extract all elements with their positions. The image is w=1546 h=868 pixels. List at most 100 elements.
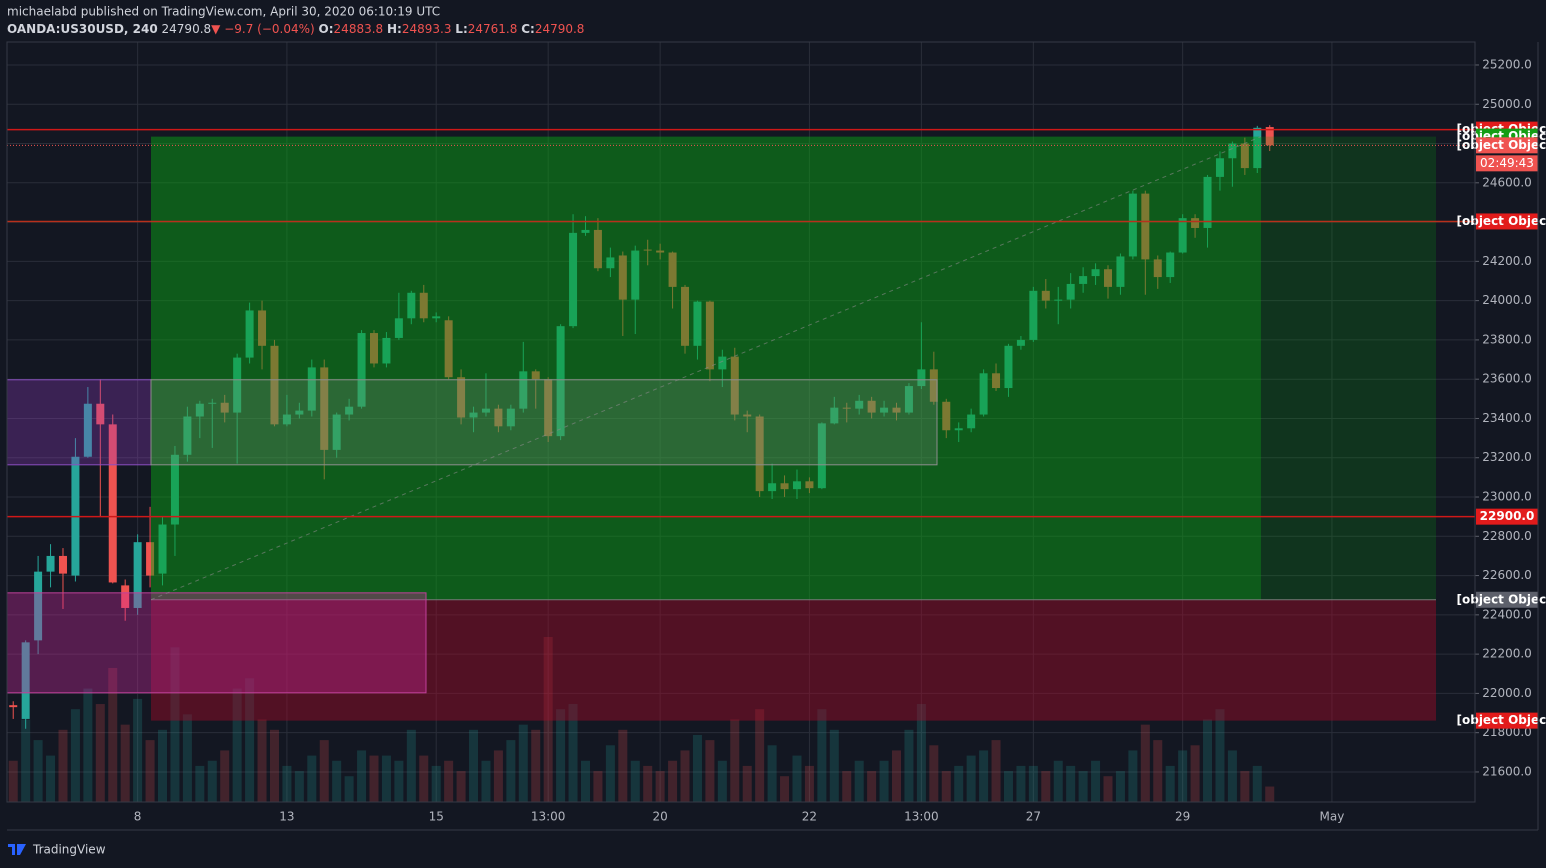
symbol: OANDA:US30USD, 240 — [7, 22, 158, 36]
y-tick-label: 21800.0 — [1482, 725, 1532, 739]
volume-bar — [518, 724, 528, 802]
volume-bar — [1165, 765, 1175, 802]
y-tick-label: 21600.0 — [1482, 764, 1532, 778]
volume-bar — [892, 750, 902, 802]
volume-bar — [1003, 771, 1013, 802]
zone-box — [6, 379, 152, 466]
volume-bar — [605, 745, 615, 802]
target-zone-future — [1261, 136, 1436, 600]
volume-bar — [220, 750, 230, 802]
volume-bar — [680, 750, 690, 802]
volume-bar — [70, 709, 80, 802]
price-tag — [1476, 591, 1538, 608]
volume-bar — [717, 760, 727, 802]
x-tick-label: May — [1320, 810, 1345, 824]
candle-body — [108, 424, 117, 583]
x-tick-label: 13:00 — [531, 810, 566, 824]
l-label: L: — [455, 22, 467, 36]
candle-body — [46, 555, 55, 572]
volume-bar — [1227, 750, 1237, 802]
volume-bar — [195, 765, 205, 802]
volume-bar — [83, 688, 93, 802]
volume-bar — [1016, 765, 1026, 802]
volume-bar — [1115, 771, 1125, 802]
x-tick-label: 13 — [279, 810, 294, 824]
last: 24790.8 — [162, 22, 212, 36]
volume-bar — [692, 734, 702, 802]
volume-bar — [269, 729, 279, 802]
volume-bar — [245, 678, 255, 802]
volume-bar — [767, 745, 777, 802]
volume-bar — [182, 714, 192, 802]
y-tick-label: 22200.0 — [1482, 647, 1532, 661]
volume-bar — [1153, 740, 1163, 802]
price-tag-label: [object Object] — [1457, 592, 1546, 606]
logo-icon — [8, 844, 26, 855]
volume-bar — [842, 771, 852, 802]
volume-bar — [46, 755, 56, 802]
candle-body — [83, 403, 92, 457]
price-tag-label: [object Object] — [1457, 138, 1546, 152]
volume-bar — [58, 729, 68, 802]
volume-bar — [506, 740, 516, 802]
y-tick-label: 25200.0 — [1482, 57, 1532, 71]
change: −9.7 (−0.04%) — [224, 22, 315, 36]
zone-box — [150, 379, 938, 466]
volume-bar — [593, 771, 603, 802]
volume-bar — [618, 729, 628, 802]
volume-bar — [369, 755, 379, 802]
candle-body — [121, 585, 130, 608]
volume-bar — [406, 729, 416, 802]
volume-bar — [792, 755, 802, 802]
high: 24893.3 — [402, 22, 452, 36]
candle-body — [34, 571, 43, 641]
volume-bar — [543, 637, 553, 802]
price-tag-label: 22900.0 — [1480, 509, 1535, 523]
volume-bar — [1252, 765, 1262, 802]
volume-bar — [133, 698, 143, 802]
volume-bar — [419, 755, 429, 802]
countdown: 02:49:43 — [1480, 156, 1534, 170]
volume-bar — [21, 719, 31, 802]
volume-bar — [357, 750, 367, 802]
volume-bar — [95, 704, 105, 802]
volume-bar — [580, 760, 590, 802]
logo: TradingView — [8, 843, 106, 857]
volume-bar — [1215, 709, 1225, 802]
y-tick-label: 24600.0 — [1482, 175, 1532, 189]
volume-bar — [904, 729, 914, 802]
volume-bar — [1028, 765, 1038, 802]
volume-bar — [867, 771, 877, 802]
volume-bar — [1103, 776, 1113, 802]
price-tag — [1476, 508, 1538, 525]
price-tag — [1476, 137, 1538, 154]
plot-border — [6, 41, 1476, 803]
price-tag-label: [object Object] — [1457, 713, 1546, 727]
volume-bar — [531, 729, 541, 802]
volume-bar — [668, 760, 678, 802]
volume-bar — [705, 740, 715, 802]
price-tag-label: [object Object] — [1457, 214, 1546, 228]
y-tick-label: 23400.0 — [1482, 411, 1532, 425]
candle-body — [58, 555, 67, 574]
volume-bar — [8, 760, 18, 802]
x-tick-label: 29 — [1175, 810, 1190, 824]
brand: TradingView — [32, 843, 106, 857]
candle-body — [9, 705, 18, 708]
volume-bar — [1265, 786, 1275, 802]
volume-bar — [319, 740, 329, 802]
volume-bar — [780, 776, 790, 802]
candle-body — [133, 542, 142, 608]
volume-bar — [394, 760, 404, 802]
volume-bar — [954, 765, 964, 802]
price-tag — [1476, 213, 1538, 230]
volume-bar — [207, 760, 217, 802]
volume-bar — [1140, 724, 1150, 802]
trend-dash — [150, 136, 1262, 601]
volume-bar — [655, 771, 665, 802]
volume-bar — [742, 765, 752, 802]
y-tick-label: 23600.0 — [1482, 372, 1532, 386]
volume-bar — [120, 724, 130, 802]
x-tick-label: 8 — [134, 810, 142, 824]
